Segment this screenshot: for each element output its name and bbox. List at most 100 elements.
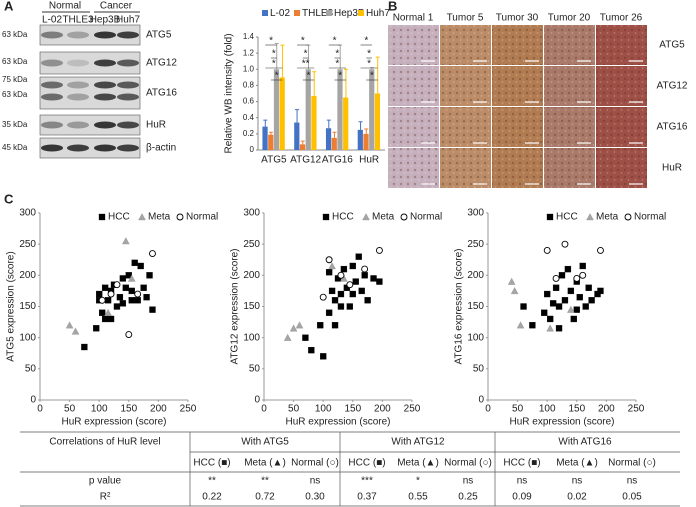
sig-label: * — [272, 59, 276, 70]
kda-label: 45 kDa — [2, 143, 28, 152]
protein-label: β-actin — [146, 143, 176, 154]
point — [104, 308, 112, 316]
legend-marker — [176, 213, 184, 221]
error-bar — [332, 131, 337, 138]
x-axis-title: HuR expression (score) — [509, 417, 614, 428]
x-tick-label: 150 — [344, 404, 361, 415]
kda-label: 63 kDa — [2, 90, 28, 99]
y-axis-title: ATG5 expression (score) — [6, 251, 17, 361]
point — [328, 262, 336, 270]
point — [122, 237, 130, 245]
table-cell: *** — [361, 476, 373, 487]
blot — [39, 137, 141, 159]
bar — [294, 122, 300, 150]
sig-label: * — [275, 71, 279, 82]
point — [358, 287, 365, 295]
point — [546, 324, 554, 332]
y-tick-label: 0.4 — [243, 113, 255, 122]
point — [543, 246, 551, 254]
kda-label: 35 kDa — [2, 120, 28, 129]
ihc-texture — [544, 66, 595, 106]
legend-marker — [546, 213, 554, 221]
sig-label: * — [301, 36, 305, 47]
point — [337, 303, 345, 310]
point — [558, 272, 566, 279]
ihc-texture — [596, 148, 647, 188]
blot-band — [67, 31, 89, 39]
y-tick-label: 300 — [467, 208, 484, 219]
sig-label: * — [272, 49, 276, 60]
table-cell: ** — [208, 476, 216, 487]
x-tick-label: 150 — [568, 404, 585, 415]
legend-label: Meta — [148, 212, 171, 223]
error-bar — [312, 71, 317, 96]
protein-label: ATG16 — [146, 88, 177, 99]
point — [375, 246, 383, 254]
ihc-texture — [492, 148, 543, 188]
point — [529, 322, 536, 329]
point — [140, 284, 147, 291]
point — [113, 303, 121, 310]
x-tick-label: 0 — [261, 404, 267, 415]
sig-label: * — [335, 49, 339, 60]
legend-label: Normal — [634, 212, 666, 223]
point — [549, 300, 557, 307]
sig-label: * — [333, 36, 337, 47]
column-label: Tumor 5 — [447, 13, 484, 24]
legend-label: Huh7 — [366, 8, 390, 19]
x-axis-title: HuR expression (score) — [285, 417, 390, 428]
table-subheader: HCC (■) — [503, 458, 540, 469]
point — [116, 293, 124, 301]
x-axis-title: HuR expression (score) — [61, 417, 166, 428]
point — [346, 281, 354, 289]
error-bar — [274, 42, 279, 70]
point — [128, 274, 136, 282]
table-cell: p value — [89, 476, 122, 487]
ihc-texture — [388, 148, 439, 188]
x-tick-label: 200 — [374, 404, 391, 415]
sig-label: * — [304, 49, 308, 60]
blot-band — [67, 93, 89, 101]
ihc-texture — [544, 148, 595, 188]
error-bar — [358, 121, 363, 130]
y-tick-label: 200 — [19, 270, 36, 281]
y-tick-label: 0 — [478, 395, 484, 406]
x-tick-label: 50 — [288, 404, 300, 415]
point — [302, 334, 309, 341]
sig-label: * — [364, 36, 368, 47]
y-tick-label: 200 — [467, 270, 484, 281]
x-tick-label: 50 — [64, 404, 76, 415]
table-cell: ns — [572, 476, 583, 487]
y-tick-label: 150 — [467, 301, 484, 312]
x-tick-label: 100 — [91, 404, 108, 415]
point — [146, 272, 153, 279]
point — [576, 293, 583, 301]
blot-band — [41, 93, 63, 101]
point — [376, 278, 383, 285]
blot-band — [41, 144, 63, 152]
y-tick-label: 250 — [19, 239, 36, 250]
table-subheader: HCC (■) — [348, 458, 385, 469]
y-tick-label: 0.2 — [243, 129, 255, 138]
blot-band — [94, 93, 116, 101]
table-cell: ns — [463, 476, 474, 487]
point — [570, 315, 577, 323]
kda-label: 63 kDa — [2, 57, 28, 66]
point — [319, 293, 327, 301]
point — [340, 265, 348, 273]
lane-label: Huh7 — [116, 15, 140, 26]
bar — [337, 69, 343, 150]
y-tick-label: 1.4 — [243, 32, 255, 41]
legend-swatch — [358, 10, 364, 16]
y-tick-label: 0 — [30, 395, 36, 406]
x-tick-label: 200 — [150, 404, 167, 415]
point — [283, 333, 292, 341]
table-subheader: Normal (○) — [291, 458, 339, 469]
sig-label: * — [367, 59, 371, 70]
bar — [325, 128, 332, 150]
y-tick-label: 1.0 — [243, 64, 255, 73]
x-tick-label: 100 — [539, 404, 556, 415]
bar — [343, 97, 349, 150]
ihc-texture — [596, 66, 647, 106]
legend-swatch — [326, 10, 332, 16]
